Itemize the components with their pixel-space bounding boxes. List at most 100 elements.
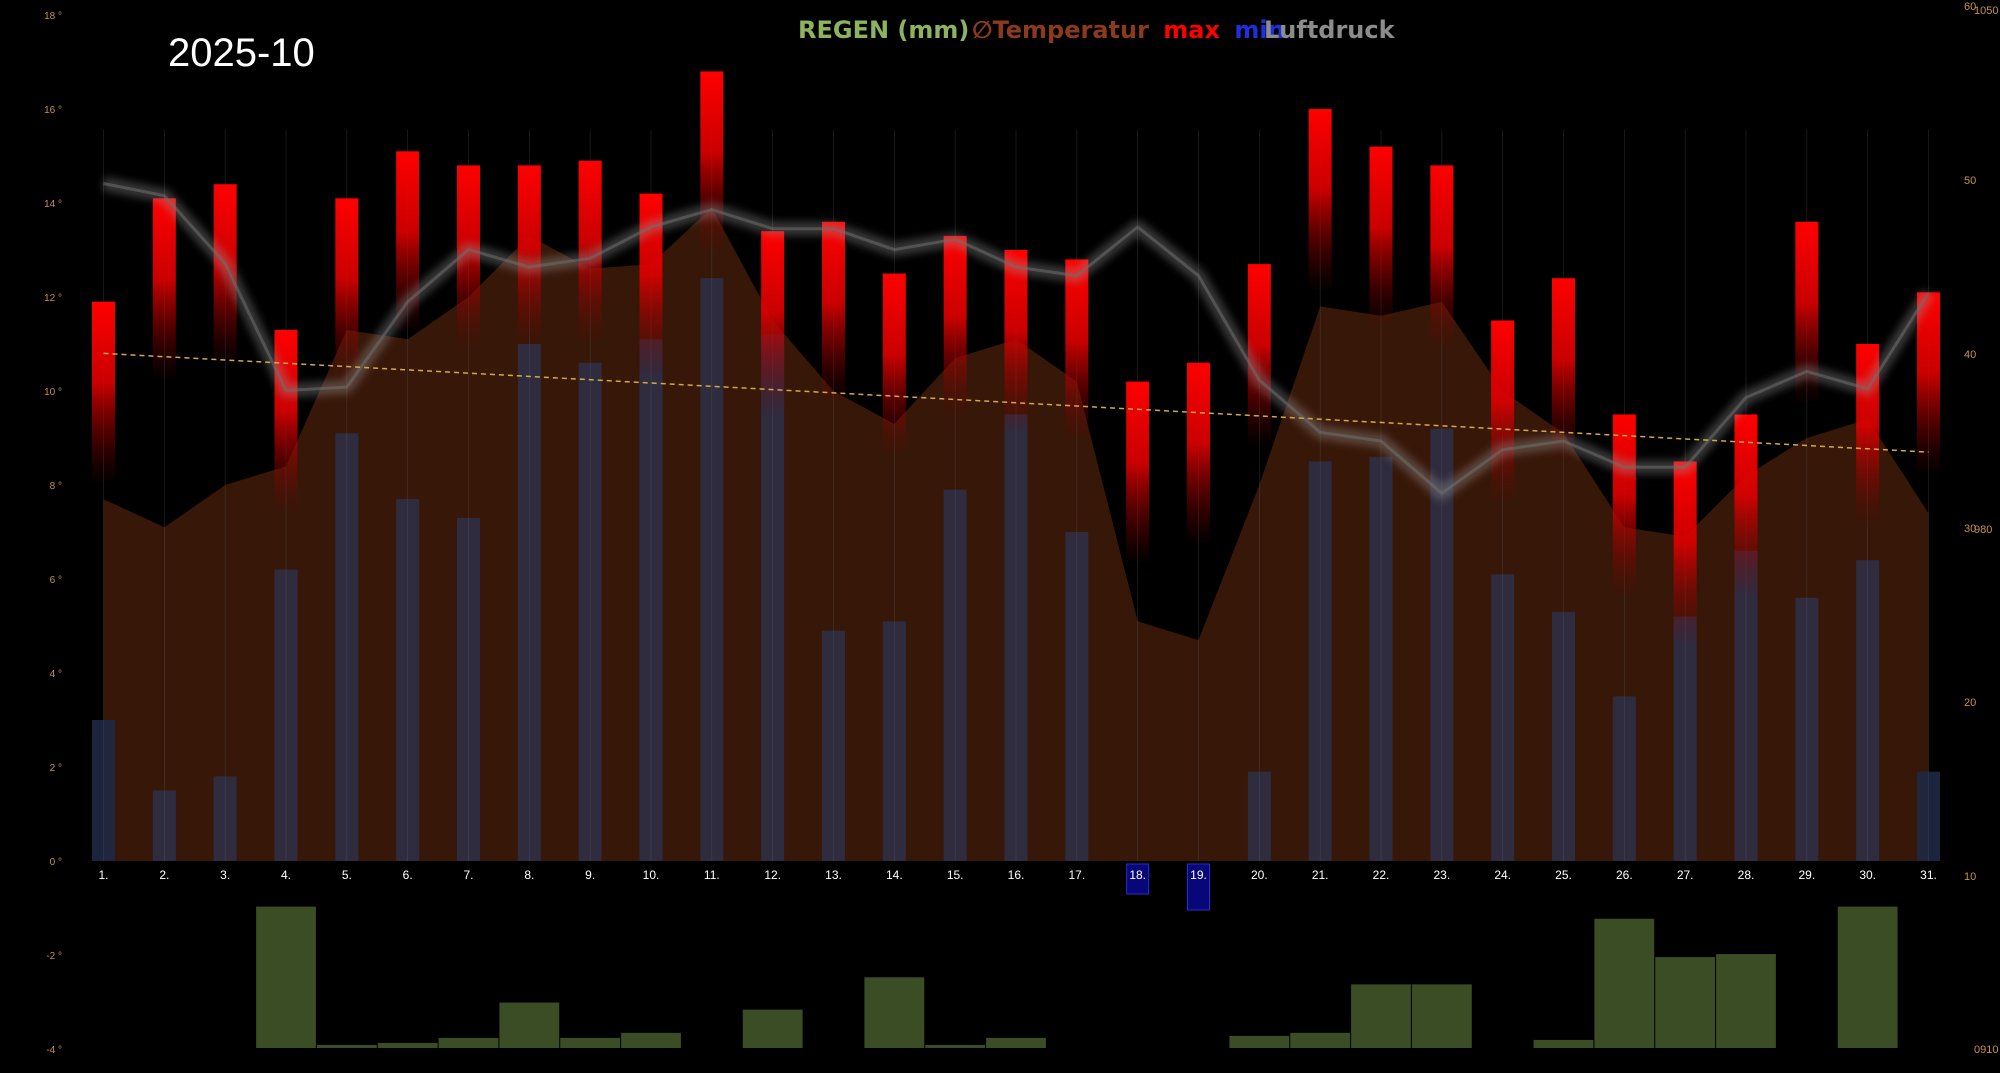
rain-bars — [256, 906, 1898, 1048]
max-bar-26 — [1612, 414, 1636, 595]
legend-rain: REGEN (mm) — [798, 16, 969, 44]
legend-avg-symbol: ∅ — [972, 16, 993, 44]
day-label-12: 12. — [764, 868, 781, 882]
day-label-29: 29. — [1798, 868, 1815, 882]
day-label-13: 13. — [825, 868, 842, 882]
day-highlight-18 — [1126, 863, 1150, 895]
trend-line-layer — [103, 352, 1929, 453]
min-bar-21 — [1308, 461, 1332, 861]
max-bar-18 — [1126, 381, 1150, 562]
rain-bar-28 — [1716, 954, 1776, 1048]
min-bar-23 — [1430, 428, 1454, 861]
rain-bar-26 — [1594, 918, 1655, 1048]
min-bar-6 — [396, 499, 420, 861]
day-label-19: 19. — [1190, 868, 1207, 882]
left-tick-6: 6 ° — [50, 575, 62, 586]
day-label-17: 17. — [1068, 868, 1085, 882]
pressure-axis-mark-1: 980 — [1974, 524, 1992, 536]
min-bar-15 — [943, 489, 967, 861]
day-label-9: 9. — [585, 868, 595, 882]
right-tick-1: 50 — [1964, 175, 1976, 187]
min-bar-28 — [1734, 550, 1758, 861]
day-label-21: 21. — [1312, 868, 1329, 882]
max-bar-10 — [639, 193, 663, 374]
max-bar-19 — [1187, 362, 1210, 543]
left-tick-3: 12 ° — [44, 293, 62, 304]
pressure-axis-mark-2: 0910 — [1974, 1044, 1998, 1056]
min-bar-29 — [1795, 597, 1819, 861]
day-label-8: 8. — [524, 868, 534, 882]
max-bar-31 — [1917, 292, 1940, 473]
pressure-line — [103, 182, 1930, 495]
min-bar-24 — [1491, 574, 1515, 861]
day-label-14: 14. — [886, 868, 903, 882]
min-bar-4 — [274, 569, 298, 861]
rain-bar-22 — [1351, 984, 1411, 1048]
max-bar-4 — [274, 329, 298, 510]
right-tick-5: 10 — [1964, 871, 1976, 883]
min-bar-12 — [761, 334, 785, 862]
day-label-23: 23. — [1433, 868, 1450, 882]
rain-bar-21 — [1290, 1032, 1351, 1048]
right-tick-2: 40 — [1964, 349, 1976, 361]
max-bar-24 — [1491, 320, 1515, 501]
min-temperature-bars — [92, 278, 1940, 862]
rain-bar-12 — [742, 1009, 803, 1048]
max-bar-28 — [1734, 414, 1758, 595]
day-label-18: 18. — [1129, 868, 1146, 882]
day-label-15: 15. — [947, 868, 964, 882]
min-bar-11 — [700, 278, 724, 861]
rain-bar-20 — [1229, 1035, 1290, 1048]
rain-bar-10 — [621, 1032, 681, 1048]
right-tick-3: 30 — [1964, 523, 1976, 535]
day-label-1: 1. — [98, 868, 108, 882]
rain-bar-7 — [438, 1037, 499, 1048]
min-bar-2 — [152, 790, 176, 861]
legend-min: min — [1234, 16, 1284, 44]
rain-bar-16 — [986, 1037, 1046, 1048]
rain-bar-15 — [925, 1044, 986, 1048]
day-label-20: 20. — [1251, 868, 1268, 882]
min-bar-7 — [457, 517, 480, 861]
min-bar-27 — [1673, 616, 1697, 861]
day-highlight-19 — [1187, 863, 1210, 911]
rain-bar-14 — [864, 977, 925, 1048]
day-label-30: 30. — [1859, 868, 1876, 882]
max-bar-1 — [92, 301, 115, 482]
min-bar-14 — [882, 621, 906, 861]
rain-bar-25 — [1533, 1039, 1594, 1048]
min-bar-25 — [1552, 611, 1575, 861]
day-label-6: 6. — [403, 868, 413, 882]
day-label-28: 28. — [1738, 868, 1755, 882]
right-tick-4: 20 — [1964, 697, 1976, 709]
min-bar-17 — [1065, 532, 1089, 861]
rain-bar-30 — [1837, 906, 1898, 1048]
max-bar-23 — [1430, 165, 1454, 346]
max-bar-2 — [152, 198, 176, 379]
left-axis-ticks: 18 ° 16 ° 14 ° 12 ° 10 ° 8 ° 6 ° 4 ° 2 ° 0 ° -2 ° -… — [44, 11, 62, 1056]
max-bar-6 — [396, 151, 420, 332]
min-bar-30 — [1856, 560, 1880, 861]
left-tick-5: 8 ° — [50, 481, 62, 492]
max-bar-20 — [1247, 264, 1271, 445]
left-tick-4: 10 ° — [44, 387, 62, 398]
right-tick-0: 60 — [1964, 1, 1976, 13]
legend-temperature: Temperatur — [993, 16, 1150, 44]
max-bar-29 — [1795, 221, 1819, 402]
max-bar-12 — [761, 231, 785, 412]
pressure-axis-mark-0: 1050 — [1974, 5, 1998, 17]
day-label-2: 2. — [159, 868, 169, 882]
min-bar-10 — [639, 339, 663, 861]
rain-bar-23 — [1411, 984, 1472, 1048]
day-label-16: 16. — [1008, 868, 1025, 882]
right-axis-ticks: 60 50 40 30 20 10 1050 980 0910 — [1964, 1, 1998, 1056]
temperature-trend-line — [103, 352, 1929, 453]
rain-bar-8 — [499, 1002, 560, 1048]
max-bar-8 — [517, 165, 541, 346]
legend-max: max — [1163, 16, 1220, 44]
min-bar-3 — [213, 776, 237, 861]
max-bar-5 — [335, 198, 359, 379]
min-bar-13 — [822, 630, 845, 861]
day-label-25: 25. — [1555, 868, 1572, 882]
day-label-11: 11. — [704, 868, 720, 882]
